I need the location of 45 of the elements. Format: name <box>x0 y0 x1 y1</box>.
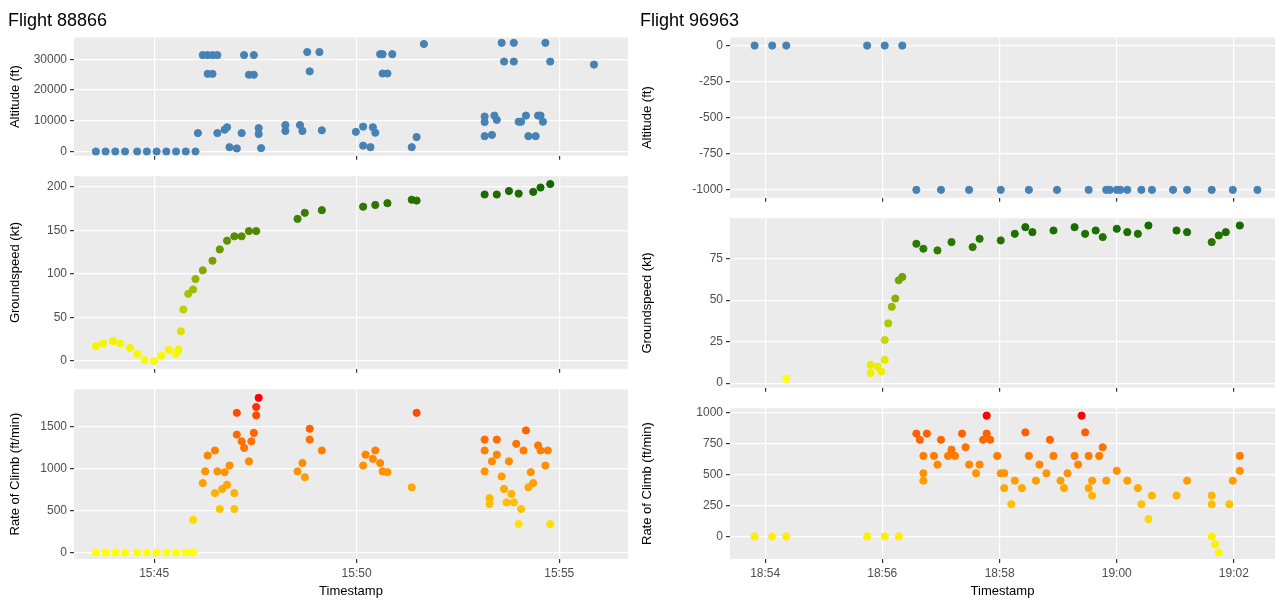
chart-title: Flight 96963 <box>640 9 740 30</box>
y-tick-label: 0 <box>60 353 68 368</box>
x-tick-label: 18:56 <box>867 565 898 580</box>
x-axis-title: Timestamp <box>319 582 383 598</box>
y-tick-label: -250 <box>698 73 724 88</box>
y-tick-label: -500 <box>698 110 724 125</box>
y-tick-label: 1500 <box>40 419 68 434</box>
x-tick-label: 15:45 <box>139 565 170 580</box>
x-tick-label: 15:50 <box>341 565 372 580</box>
x-tick-label: 19:02 <box>1218 565 1250 580</box>
y-tick-label: 750 <box>702 435 724 450</box>
y-tick-label: 500 <box>46 502 68 517</box>
y-axis-title: Rate of Climb (ft/min) <box>7 412 23 536</box>
y-tick-label: 50 <box>53 309 68 324</box>
y-tick-label: 25 <box>709 333 724 348</box>
y-tick-label: 1000 <box>40 461 68 476</box>
y-tick-label: 75 <box>709 251 724 265</box>
y-tick-label: 20000 <box>33 82 68 97</box>
y-tick-label: 250 <box>702 497 724 512</box>
y-tick-label: 10000 <box>33 113 68 128</box>
y-tick-label: 200 <box>46 178 68 193</box>
y-axis-title: Rate of Climb (ft/min) <box>639 422 655 546</box>
y-axis-title: Groundspeed (kt) <box>639 252 655 354</box>
y-tick-label: 1000 <box>696 404 724 419</box>
y-tick-label: 100 <box>46 266 68 281</box>
y-tick-label: 0 <box>716 375 724 390</box>
y-tick-label: 150 <box>46 222 68 237</box>
y-tick-label: -1000 <box>692 182 724 197</box>
y-tick-label: 0 <box>60 143 68 158</box>
x-tick-label: 18:58 <box>984 565 1016 580</box>
x-tick-label: 15:55 <box>544 565 575 580</box>
y-axis-title: Groundspeed (kt) <box>7 221 23 324</box>
y-tick-label: 30000 <box>33 51 68 66</box>
y-axis-title: Altitude (ft) <box>7 65 23 129</box>
y-axis-title: Altitude (ft) <box>639 86 655 150</box>
chart-title: Flight 88866 <box>8 9 108 30</box>
y-tick-label: 500 <box>702 466 724 481</box>
y-tick-label: -750 <box>698 146 724 161</box>
y-tick-label: 0 <box>716 528 724 543</box>
x-tick-label: 18:54 <box>750 565 781 580</box>
y-tick-label: 0 <box>716 37 724 52</box>
y-tick-label: 0 <box>60 544 68 559</box>
y-tick-label: 50 <box>709 292 724 307</box>
x-tick-label: 19:00 <box>1101 565 1133 580</box>
x-axis-title: Timestamp <box>970 582 1035 598</box>
